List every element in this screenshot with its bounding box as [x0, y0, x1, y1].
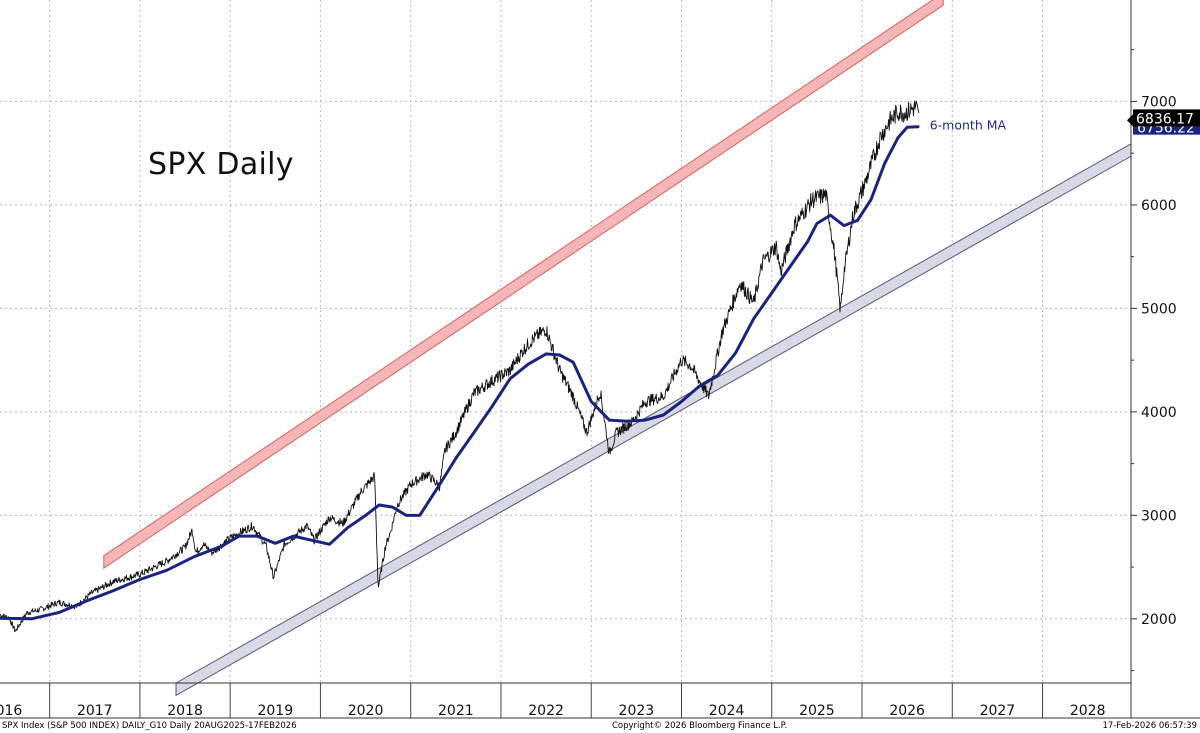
- y-tick-label: 3000: [1141, 508, 1177, 524]
- x-year-label: 2018: [167, 703, 203, 719]
- x-year-label: 2020: [348, 703, 384, 719]
- footer: SPX Index (S&P 500 INDEX) DAILY_G10 Dail…: [0, 718, 1200, 733]
- footer-copyright: Copyright© 2026 Bloomberg Finance L.P.: [612, 721, 788, 731]
- y-tick-label: 7000: [1141, 94, 1177, 110]
- footer-timestamp: 17-Feb-2026 06:57:39: [1102, 721, 1197, 731]
- ma-annotation: 6-month MA: [930, 117, 1007, 132]
- x-year-label: 2019: [257, 703, 293, 719]
- y-tick-label: 4000: [1141, 405, 1177, 421]
- trend-channels: [103, 0, 1132, 697]
- price-value-label: 6836.17: [1136, 111, 1194, 127]
- series-lines: [0, 100, 920, 632]
- footer-source: SPX Index (S&P 500 INDEX) DAILY_G10 Dail…: [2, 721, 297, 731]
- x-year-label: 2025: [799, 703, 835, 719]
- x-year-label: 2024: [709, 703, 745, 719]
- y-tick-label: 5000: [1141, 301, 1177, 317]
- upper-channel-band: [103, 0, 944, 570]
- ma-line: [0, 125, 920, 621]
- price-value-flag: [1133, 109, 1200, 127]
- y-tick-label: 2000: [1141, 612, 1177, 628]
- x-year-label: 2017: [77, 703, 113, 719]
- y-tick-label: 6000: [1141, 198, 1177, 214]
- x-year-label: 2022: [528, 703, 564, 719]
- x-year-label: 2027: [980, 703, 1016, 719]
- x-year-label: 2016: [0, 703, 22, 719]
- spx-price-line: [0, 100, 920, 632]
- chart-title: SPX Daily: [148, 147, 294, 182]
- x-year-label: 2023: [619, 703, 655, 719]
- x-year-label: 2021: [438, 703, 474, 719]
- price-flag-pointer: [1127, 114, 1133, 127]
- gridlines: [0, 0, 1131, 683]
- x-year-label: 2028: [1070, 703, 1106, 719]
- x-year-label: 2026: [889, 703, 925, 719]
